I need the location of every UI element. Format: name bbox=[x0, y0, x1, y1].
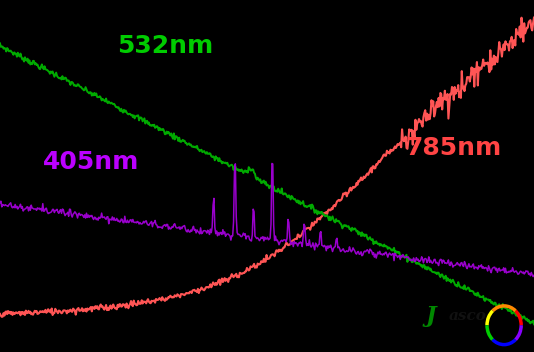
Text: 785nm: 785nm bbox=[406, 136, 502, 160]
Text: 405nm: 405nm bbox=[43, 150, 139, 174]
Text: 532nm: 532nm bbox=[117, 34, 214, 58]
